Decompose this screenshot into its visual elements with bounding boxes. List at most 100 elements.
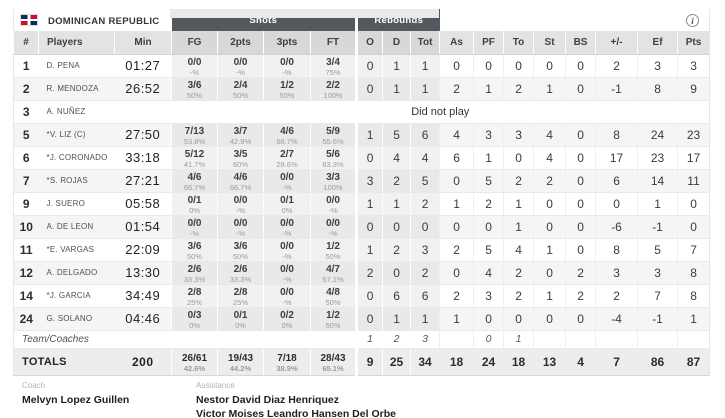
stat-total-rebounds-cell: 3 [410, 238, 440, 262]
col-header-efficiency: Ef [637, 31, 678, 55]
column-header-row: # Players Min FG 2pts 3pts FT O D Tot As… [13, 31, 710, 55]
stat-blocked-shots-cell: 4 [565, 347, 596, 376]
coaches-footer: Coach Melvyn Lopez Guillen Assistance Ne… [22, 381, 725, 418]
shot-fg-cell: 4/6 66.7% [171, 169, 218, 193]
stat-assists-cell: 2 [439, 284, 474, 308]
shot-percentage: 33.3% [183, 274, 206, 284]
stat-points-cell: 1 [677, 307, 710, 331]
player-number-cell: 2 [13, 77, 39, 101]
player-row: 14 *J. GARCIA 34:49 2/8 25% 2/8 25% 0/0 -% 4/8 50%… [13, 284, 710, 308]
player-number-cell: 14 [13, 284, 39, 308]
totals-minutes-cell: 200 [114, 347, 172, 376]
stat-points-cell: 8 [677, 284, 710, 308]
shot-made-attempted: 5/9 [326, 125, 340, 137]
shot-ft-cell: 3/4 75% [310, 54, 357, 78]
stat-defensive-rebounds-cell: 2 [382, 169, 411, 193]
player-number-cell: 9 [13, 192, 39, 216]
shot-fg-cell: 2/6 33.3% [171, 261, 218, 285]
shot-ft-cell: 0/0 -% [310, 192, 357, 216]
stat-personal-fouls-cell: 0 [473, 54, 504, 78]
shot-made-attempted: 1/2 [326, 309, 340, 321]
player-row: 3 A. NUÑEZ Did not play [13, 100, 710, 124]
shot-fg-cell: 5/12 41.7% [171, 146, 218, 170]
shot-percentage: -% [189, 67, 200, 77]
stat-plus-minus-cell: 17 [595, 146, 638, 170]
stat-total-rebounds-cell: 6 [410, 123, 440, 147]
shot-2pts-cell [217, 329, 264, 349]
totals-label-cell: TOTALS [13, 347, 115, 376]
stat-defensive-rebounds-cell: 25 [382, 347, 411, 376]
stat-blocked-shots-cell: 0 [565, 238, 596, 262]
player-name-cell: *E. VARGAS [38, 238, 115, 262]
stat-total-rebounds-cell: 2 [410, 261, 440, 285]
col-header-number: # [13, 31, 39, 55]
shot-made-attempted: 3/5 [233, 148, 248, 160]
shot-percentage: 55.6% [322, 136, 344, 146]
stat-plus-minus-cell: 7 [595, 347, 638, 376]
stat-defensive-rebounds-cell: 6 [382, 284, 411, 308]
stat-personal-fouls-cell: 0 [473, 307, 504, 331]
stat-plus-minus-cell: 2 [595, 54, 638, 78]
stat-offensive-rebounds-cell: 0 [355, 215, 383, 239]
shot-percentage: 65.1% [322, 363, 344, 373]
info-icon[interactable]: i [686, 13, 700, 27]
shot-made-attempted: 19/43 [228, 352, 254, 364]
player-minutes-cell: 04:46 [114, 307, 172, 331]
shot-3pts-cell: 1/2 50% [263, 77, 311, 101]
col-header-3pts: 3pts [263, 31, 311, 55]
shot-percentage: 0% [189, 320, 200, 330]
assistant-coach-name: Nestor David Diaz Henriquez [196, 393, 339, 406]
shot-made-attempted: 3/4 [326, 56, 340, 68]
shot-made-attempted: 0/0 [280, 56, 294, 68]
shot-percentage: 83.3% [322, 159, 344, 169]
stat-points-cell: 8 [677, 261, 710, 285]
player-number-cell: 10 [13, 215, 39, 239]
stat-defensive-rebounds-cell: 1 [382, 77, 411, 101]
stat-points-cell: 87 [677, 347, 710, 376]
shot-made-attempted: 28/43 [320, 352, 346, 364]
shot-percentage: -% [282, 251, 292, 261]
shot-percentage: 25% [187, 297, 203, 307]
dominican-republic-flag-icon [19, 13, 39, 26]
stat-turnovers-cell: 0 [503, 307, 534, 331]
shot-made-attempted: 2/8 [187, 286, 202, 298]
stat-turnovers-cell: 2 [503, 169, 534, 193]
shot-percentage: 44.2% [229, 363, 252, 373]
stat-offensive-rebounds-cell: 1 [355, 123, 383, 147]
shot-percentage: 50% [187, 90, 203, 100]
shot-2pts-cell: 0/0 -% [217, 54, 264, 78]
shot-percentage: -% [282, 228, 292, 238]
stat-offensive-rebounds-cell: 9 [355, 347, 383, 376]
shot-made-attempted: 3/6 [187, 79, 202, 91]
stat-personal-fouls-cell: 1 [473, 146, 504, 170]
stat-steals-cell: 0 [533, 192, 566, 216]
shot-ft-cell: 5/6 83.3% [310, 146, 357, 170]
shot-2pts-cell: 3/7 42.9% [217, 123, 264, 147]
shot-percentage: -% [189, 228, 200, 238]
players-tbody: 1 D. PENA 01:27 0/0 -% 0/0 -% 0/0 -% 3/4 75% 0 1 1 0 0 0… [13, 54, 710, 376]
shot-percentage: 38.9% [276, 363, 298, 373]
shot-fg-cell: 2/8 25% [171, 284, 218, 308]
stat-assists-cell: 2 [439, 77, 474, 101]
shot-made-attempted: 0/0 [280, 263, 294, 275]
shot-percentage: 66.7% [276, 136, 298, 146]
shot-made-attempted: 3/6 [187, 240, 202, 252]
shot-3pts-cell: 0/0 -% [263, 284, 311, 308]
stat-blocked-shots-cell: 2 [565, 284, 596, 308]
box-score-page: DOMINICAN REPUBLIC Shots Rebounds i # Pl… [0, 9, 725, 418]
player-row: 11 *E. VARGAS 22:09 3/6 50% 3/6 50% 0/0 -% 1/2 50%… [13, 238, 710, 262]
col-header-players: Players [38, 31, 115, 55]
stat-defensive-rebounds-cell: 0 [382, 261, 411, 285]
stat-offensive-rebounds-cell: 1 [355, 329, 383, 349]
stat-efficiency-cell: 3 [637, 54, 678, 78]
stat-blocked-shots-cell: 0 [565, 54, 596, 78]
col-header-steals: St [533, 31, 566, 55]
stat-efficiency-cell: 23 [637, 146, 678, 170]
shot-made-attempted: 4/6 [187, 171, 202, 183]
stat-efficiency-cell: -1 [637, 215, 678, 239]
shot-2pts-cell: 0/0 -% [217, 215, 264, 239]
shot-fg-cell: 26/61 42.6% [171, 347, 218, 376]
shot-made-attempted: 0/1 [187, 194, 202, 206]
player-name-cell: A. DELGADO [38, 261, 115, 285]
stat-personal-fouls-cell: 2 [473, 192, 504, 216]
